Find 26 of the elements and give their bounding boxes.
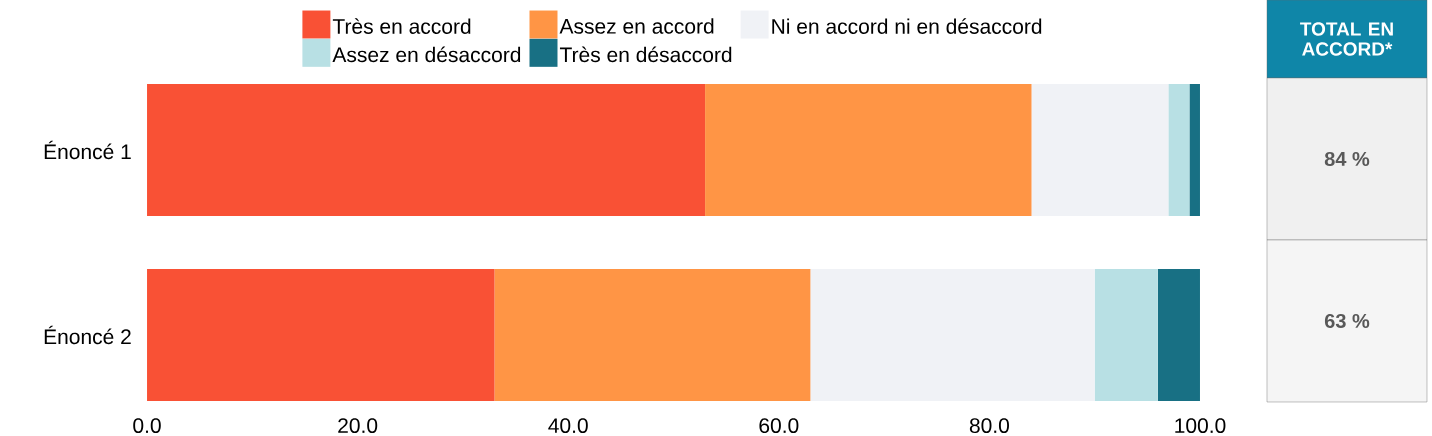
legend-label: Très en désaccord bbox=[559, 46, 732, 63]
bar bbox=[810, 268, 1095, 401]
bar bbox=[1094, 268, 1158, 401]
legend-label: Assez en accord bbox=[559, 18, 714, 34]
x-tick-label: 0.0 bbox=[133, 418, 161, 434]
bar bbox=[147, 268, 495, 401]
x-tick-label: 100.0 bbox=[1175, 418, 1226, 434]
text: 84 % bbox=[1324, 151, 1370, 167]
bar bbox=[1189, 84, 1200, 216]
x-tick-label: 20.0 bbox=[338, 418, 378, 434]
legend-label: Ni en accord ni en désaccord bbox=[772, 18, 1042, 34]
legend-label: Très en accord bbox=[332, 18, 471, 34]
bar bbox=[147, 84, 706, 216]
bar bbox=[1031, 84, 1169, 216]
y-tick-label: Énoncé 2 bbox=[44, 325, 131, 345]
bar bbox=[494, 268, 811, 401]
text: TOTAL EN ACCORD* bbox=[1300, 22, 1393, 56]
x-tick-label: 80.0 bbox=[969, 418, 1009, 434]
legend-label: Assez en désaccord bbox=[332, 46, 521, 63]
x-tick-label: 40.0 bbox=[548, 418, 588, 434]
text: 63 % bbox=[1324, 313, 1370, 329]
x-tick-label: 60.0 bbox=[759, 418, 799, 434]
bar bbox=[1157, 268, 1200, 401]
y-tick-label: Énoncé 1 bbox=[44, 140, 131, 160]
bar bbox=[705, 84, 1032, 216]
bar bbox=[1168, 84, 1190, 216]
